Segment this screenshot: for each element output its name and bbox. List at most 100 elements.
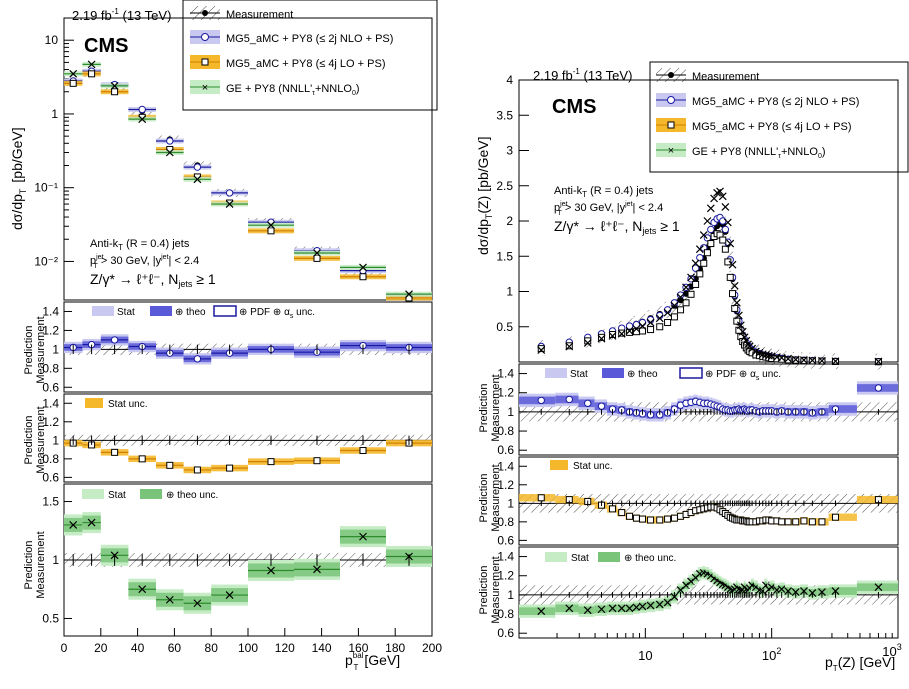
- right-r2-theo-band: [828, 513, 857, 521]
- right-main-ge-point: [703, 217, 712, 225]
- right-main-ge-point: [691, 259, 700, 268]
- right-r3-ytick-label: 0.8: [497, 607, 514, 621]
- right-main-ge-point: [726, 239, 735, 248]
- left-legend-ge-label: GE + PY8 (NNLL'τ+NNLO0): [226, 83, 360, 97]
- right-legend-lo-label: MG5_aMC + PY8 (≤ 4j LO + PS): [692, 121, 851, 133]
- right-r2-point: [609, 505, 617, 513]
- right-main-nlo-point: [691, 264, 700, 272]
- right-r2-point: [818, 518, 826, 526]
- right-r3-ytick-label: 1.4: [497, 550, 514, 564]
- right-ylabel: dσ/dpT(Z)[pb/GeV]: [475, 136, 494, 255]
- right-main-lo-point: [696, 270, 704, 278]
- left-main-ge-point: [359, 263, 367, 272]
- right-ratio-ylabels: Prediction Measurement Prediction Measur…: [478, 374, 502, 623]
- right-r3-point: [831, 587, 840, 595]
- right-main-nlo-point: [638, 318, 647, 327]
- right-r2-point: [670, 514, 678, 522]
- right-main-ge-point: [748, 344, 757, 353]
- right-legend-measurement-marker: [668, 72, 674, 78]
- left-r1-ytick-label: 1.4: [42, 304, 59, 318]
- right-main-lo-point: [719, 236, 727, 244]
- right-r3-theo-band: [856, 583, 898, 592]
- left-r1-ytick-label: 0.8: [42, 361, 59, 375]
- right-main-lo-point: [703, 249, 711, 257]
- left-r3-point: [165, 595, 174, 604]
- right-cms-label: CMS: [552, 96, 596, 118]
- right-xlabel: pT(Z) [GeV]: [825, 654, 895, 673]
- right-legend-ge-marker: ×: [668, 145, 674, 157]
- right-r2-point: [639, 515, 647, 523]
- right-r3-point: [597, 605, 606, 614]
- right-main-ge-point: [608, 331, 617, 340]
- left-r1-ytick-label: 1: [52, 342, 59, 356]
- right-r1-theo-label: ⊕ theo: [627, 369, 658, 380]
- right-r3-point: [638, 602, 647, 611]
- left-header: 2.19 fb-1 (13 TeV) CMS: [72, 7, 171, 57]
- left-r3-ytick-label: 0.5: [42, 611, 59, 625]
- right-main-ytick-label: 4: [506, 73, 513, 87]
- right-main-nlo-point: [687, 275, 695, 283]
- left-xtick-label: 160: [348, 641, 368, 655]
- left-r2-ytick-label: 1: [52, 433, 59, 447]
- left-legend-lo-label: MG5_aMC + PY8 (≤ 4j LO + PS): [226, 58, 385, 70]
- left-xtick-label: 100: [238, 641, 258, 655]
- right-r1-theo-swatch: [602, 368, 624, 378]
- right-main-lo-point: [726, 273, 734, 281]
- right-legend-ge-label: GE + PY8 (NNLL'τ+NNLO0): [692, 146, 826, 160]
- right-r3-theo-label: ⊕ theo unc.: [624, 553, 676, 564]
- left-main-lo-point: [111, 88, 119, 96]
- left-lumi: 2.19 fb-1 (13 TeV): [72, 7, 171, 23]
- right-r3-point: [784, 587, 793, 595]
- right-main-ge-point: [730, 281, 739, 290]
- plot-layer: 10⁻²10⁻¹1100.60.811.21.40.60.811.21.40.5…: [34, 17, 902, 663]
- right-main-ge-point: [682, 283, 690, 292]
- right-main-ge-point: [791, 355, 800, 364]
- right-r2-point: [537, 494, 545, 502]
- right-main-ge-point: [736, 321, 745, 330]
- left-legend-nlo-marker: [201, 33, 209, 41]
- left-r2-ytick-label: 0.6: [42, 470, 59, 484]
- right-r2-point: [664, 515, 672, 523]
- right-r3-point: [791, 588, 800, 596]
- left-r3-theo-swatch: [140, 489, 162, 499]
- left-main-ge-point: [165, 148, 174, 157]
- right-main-ge-point: [808, 356, 817, 365]
- right-main-ytick-label: 1: [506, 285, 513, 299]
- left-r3-ytick-label: 1: [52, 553, 59, 567]
- left-r2-point: [166, 461, 174, 469]
- right-r2-ytick-label: 1.2: [497, 478, 514, 492]
- right-main-ge-point: [723, 218, 732, 227]
- right-r1-ytick-label: 0.6: [497, 443, 514, 457]
- left-r1-point: [110, 336, 119, 344]
- left-r3-point: [359, 532, 367, 541]
- left-r3-point: [87, 518, 96, 527]
- right-legend-measurement-label: Measurement: [692, 71, 759, 83]
- right-r2-ytick-label: 1: [507, 496, 514, 510]
- right-ratio2-ylabel-den: Measurement: [490, 464, 502, 531]
- right-main-nlo-point: [721, 225, 730, 234]
- left-r1-pdf-swatch: [213, 305, 237, 317]
- left-annotations: Anti-kT (R = 0.4) jets pjet T > 30 GeV, |…: [90, 238, 216, 289]
- right-annot-algo: Anti-kT (R = 0.4) jets: [554, 185, 654, 199]
- left-xtick-label: 60: [168, 641, 182, 655]
- left-r1-point: [193, 355, 202, 363]
- right-r1-ytick-label: 0.8: [497, 424, 514, 438]
- left-main-lo-point: [88, 70, 96, 78]
- left-main-ytick-label: 10: [45, 33, 59, 47]
- right-r3-theo-band: [828, 587, 857, 595]
- right-legend: Measurement MG5_aMC + PY8 (≤ 2j NLO + PS…: [649, 61, 909, 173]
- right-r2-ytick-label: 1.4: [497, 459, 514, 473]
- right-r3-point: [632, 603, 641, 612]
- right-main-lo-point: [598, 333, 606, 341]
- right-main-ge-point: [777, 353, 786, 362]
- right-main-ytick-label: 2: [506, 214, 513, 228]
- left-main-lo-point: [267, 227, 275, 235]
- left-ratio-legends: Stat ⊕ theo ⊕ PDF ⊕ αs unc. Stat unc. St…: [82, 305, 315, 501]
- left-xtick-label: 180: [385, 641, 405, 655]
- left-ratio3-ylabel-num: Prediction: [23, 541, 35, 590]
- right-main-nlo-point: [696, 253, 704, 262]
- right-main-ge-point: [738, 327, 747, 336]
- left-r2-stat-swatch: [85, 398, 103, 408]
- left-r3-point: [138, 585, 147, 594]
- left-r2-point: [313, 457, 321, 465]
